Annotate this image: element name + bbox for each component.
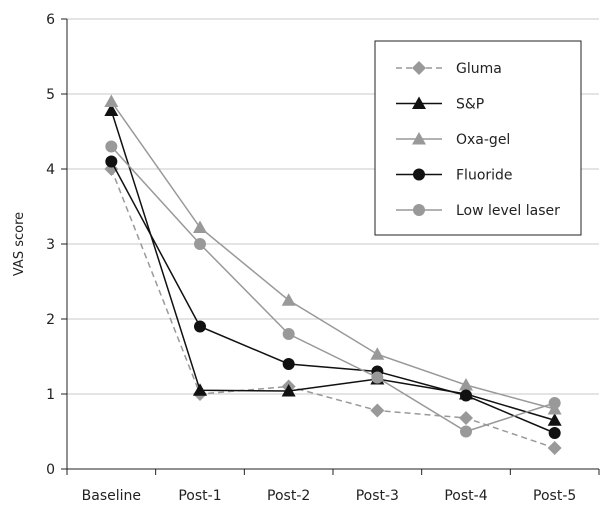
legend-label: S&P: [456, 97, 484, 113]
y-tick-label: 6: [46, 12, 55, 28]
legend-marker: [412, 61, 426, 75]
data-point: [104, 94, 119, 107]
series-3: [105, 155, 561, 439]
data-point: [370, 347, 385, 360]
y-tick-label: 4: [46, 162, 55, 178]
data-point: [105, 155, 118, 168]
legend-label: Low level laser: [456, 203, 560, 219]
data-point: [281, 384, 296, 397]
data-point: [193, 220, 207, 233]
data-point: [460, 389, 472, 402]
data-point: [282, 328, 295, 340]
data-point: [194, 320, 206, 333]
series-line: [110, 161, 555, 434]
data-point: [281, 293, 296, 306]
data-point: [282, 358, 295, 370]
legend-marker: [413, 168, 425, 181]
x-tick-label: Post-2: [267, 488, 310, 504]
y-axis-title: VAS score: [12, 212, 27, 276]
series-line: [110, 110, 555, 421]
series-line: [110, 101, 555, 410]
y-tick-label: 5: [46, 87, 55, 103]
data-point: [194, 238, 206, 250]
legend-marker: [412, 132, 426, 145]
series-line: [110, 168, 555, 449]
x-tick-label: Post-5: [533, 488, 576, 504]
data-point: [548, 397, 561, 409]
y-tick-label: 2: [46, 312, 55, 328]
data-point: [547, 441, 562, 455]
legend-box: [374, 40, 582, 236]
data-point: [459, 378, 473, 391]
legend-marker: [413, 204, 425, 216]
data-point: [460, 425, 472, 438]
data-point: [371, 371, 384, 384]
x-tick-label: Post-3: [356, 488, 399, 504]
series-4: [105, 140, 561, 438]
data-point: [547, 413, 562, 426]
data-point: [104, 103, 119, 116]
legend: Gluma S&P Oxa-gel Fluoride Low level laser: [374, 40, 582, 236]
legend-label: Fluoride: [456, 168, 513, 184]
y-tick-label: 1: [46, 387, 55, 403]
series-line: [110, 145, 555, 433]
legend-label: Oxa-gel: [456, 132, 510, 148]
x-tick-label: Baseline: [82, 488, 141, 504]
legend-marker: [412, 96, 426, 109]
y-tick-label: 3: [46, 237, 55, 253]
data-point: [459, 411, 473, 425]
data-point: [370, 403, 385, 418]
x-tick-label: Post-4: [444, 488, 487, 504]
data-point: [548, 427, 561, 439]
data-point: [105, 140, 118, 153]
series-layer: [104, 94, 562, 455]
y-tick-label: 0: [46, 462, 55, 478]
axes: 0 1 2 3 4 5 6 Baseline Post-1 Post-2 Post-3 Post-4 P…: [12, 12, 600, 504]
x-tick-label: Post-1: [178, 488, 221, 504]
data-point: [193, 383, 207, 396]
legend-label: Gluma: [456, 61, 502, 77]
